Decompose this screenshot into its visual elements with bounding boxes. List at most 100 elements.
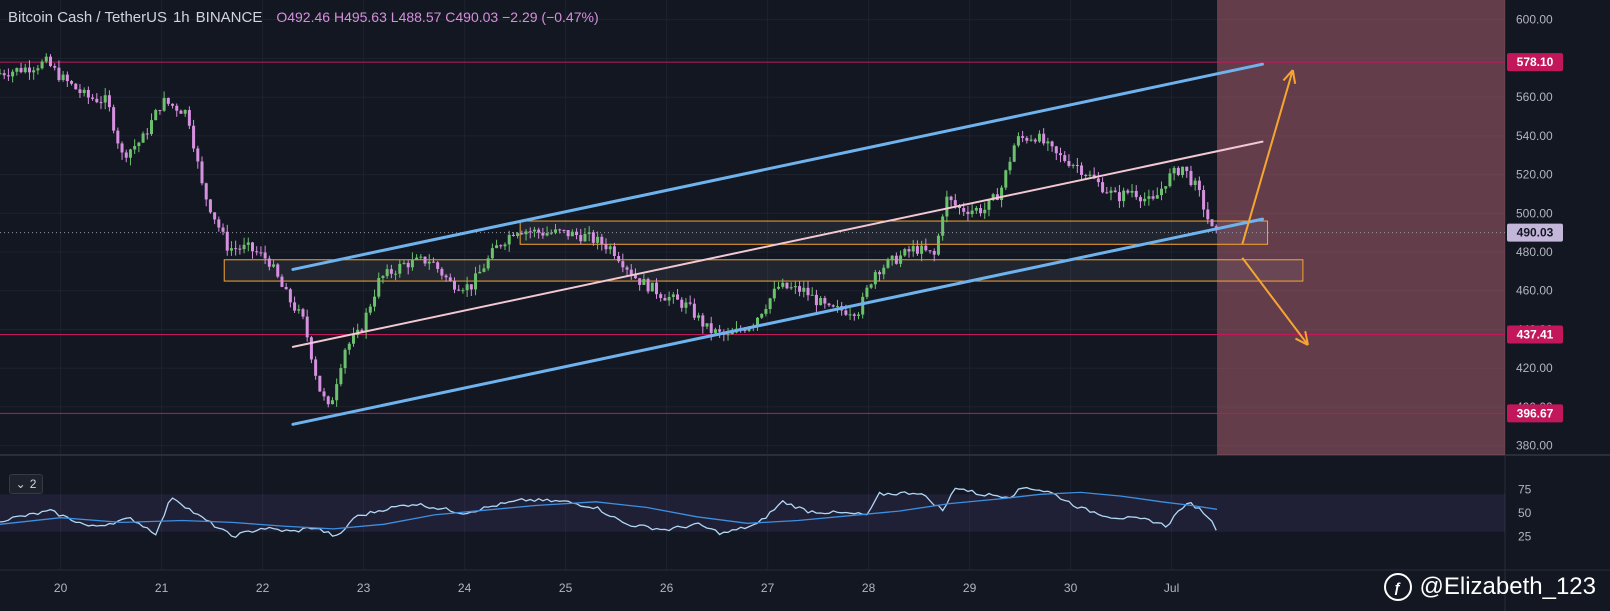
- candle-body: [1033, 139, 1037, 142]
- candle-body: [1109, 190, 1113, 193]
- candle-body: [234, 248, 238, 250]
- candle-body: [924, 245, 928, 251]
- candle-body: [251, 242, 254, 252]
- candle-body: [1126, 190, 1130, 193]
- candle-body: [27, 67, 31, 73]
- time-tick-label: 24: [458, 581, 472, 595]
- open-value: O492.46: [276, 9, 331, 25]
- chevron-down-icon: ⌄: [15, 477, 26, 491]
- candle-body: [886, 259, 890, 268]
- candle-body: [579, 235, 583, 242]
- candle-body: [962, 208, 966, 212]
- candle-body: [532, 229, 536, 232]
- candle-body: [894, 255, 898, 264]
- candle-body: [1164, 186, 1168, 189]
- symbol-header[interactable]: Bitcoin Cash / TetherUS 1h BINANCE O492.…: [8, 9, 599, 26]
- candle-body: [936, 235, 940, 255]
- candle-body: [945, 196, 949, 217]
- candle-body: [1080, 165, 1084, 175]
- candle-body: [655, 282, 658, 295]
- price-label-text: 396.67: [1517, 406, 1554, 420]
- axes: 600.00580.00560.00540.00520.00500.00480.…: [54, 13, 1563, 595]
- candle-body: [608, 246, 612, 250]
- projection-arrows[interactable]: [1241, 69, 1309, 346]
- time-tick-label: 21: [155, 581, 169, 595]
- candle-body: [1059, 153, 1062, 156]
- arrow-shaft-0: [1241, 69, 1294, 245]
- candle-body: [436, 262, 440, 269]
- candle-body: [301, 309, 305, 317]
- channel-lower-line: [291, 217, 1264, 426]
- candle-body: [368, 306, 372, 313]
- indicator-collapse-button[interactable]: ⌄ 2: [9, 474, 43, 494]
- candle-body: [364, 312, 368, 332]
- candle-body: [453, 281, 456, 290]
- symbol-name[interactable]: Bitcoin Cash / TetherUS: [8, 9, 167, 26]
- candle-body: [469, 284, 473, 290]
- candle-body: [394, 273, 398, 275]
- candle-body: [221, 227, 225, 232]
- candle-body: [427, 261, 431, 264]
- candle-body: [309, 337, 313, 360]
- candle-body: [74, 83, 78, 90]
- candle-body: [11, 71, 15, 77]
- candle-body: [32, 70, 36, 73]
- candle-body: [802, 287, 806, 292]
- channel-upper-line: [291, 62, 1264, 271]
- candle-body: [175, 105, 179, 111]
- candle-body: [448, 277, 452, 282]
- candle-body: [646, 278, 650, 292]
- candle-body: [137, 142, 141, 147]
- candle-body: [141, 133, 145, 143]
- candle-body: [284, 286, 288, 290]
- candle-body: [318, 375, 322, 392]
- candle-body: [541, 232, 545, 236]
- candle-body: [150, 120, 153, 135]
- candle-body: [760, 313, 764, 318]
- candle-body: [713, 329, 717, 333]
- candle-body: [1037, 133, 1041, 142]
- channel-mid-line: [291, 140, 1264, 348]
- candle-body: [617, 255, 621, 262]
- interval[interactable]: 1h: [172, 9, 190, 26]
- candle-body: [680, 299, 684, 308]
- ohlc-values: O492.46 H495.63 L488.57 C490.03 −2.29 (−…: [276, 9, 598, 25]
- candle-body: [701, 315, 705, 327]
- candle-body: [806, 287, 810, 296]
- candle-body: [381, 276, 385, 279]
- rsi-tick-label: 75: [1518, 483, 1532, 497]
- candle-body: [983, 209, 987, 214]
- candle-body: [1168, 173, 1172, 187]
- candle-body: [120, 143, 124, 153]
- candle-body: [819, 298, 823, 306]
- candle-body: [339, 368, 343, 385]
- candle-body: [263, 252, 267, 259]
- candle-body: [457, 289, 461, 291]
- candle-body: [276, 264, 280, 277]
- candle-body: [288, 289, 292, 303]
- zone-rect-1: [223, 259, 1304, 282]
- time-tick-label: 27: [761, 581, 775, 595]
- exchange: BINANCE: [195, 9, 263, 26]
- candle-body: [352, 334, 355, 344]
- candle-body: [1071, 165, 1075, 167]
- arrow-head-1: [1295, 337, 1309, 346]
- candle-body: [322, 391, 326, 397]
- candle-body: [36, 68, 40, 71]
- candle-body: [511, 234, 515, 236]
- candle-body: [1134, 190, 1138, 198]
- candle-body: [596, 236, 600, 243]
- candle-body: [65, 74, 69, 82]
- candle-body: [1185, 166, 1189, 172]
- candle-body: [554, 229, 557, 233]
- candle-body: [82, 89, 86, 93]
- candle-body: [103, 95, 107, 103]
- candle-body: [116, 130, 120, 144]
- candle-body: [57, 67, 61, 81]
- candle-body: [756, 317, 759, 326]
- candle-body: [444, 275, 448, 278]
- candle-body: [709, 323, 713, 333]
- trend-channel[interactable]: [291, 62, 1264, 426]
